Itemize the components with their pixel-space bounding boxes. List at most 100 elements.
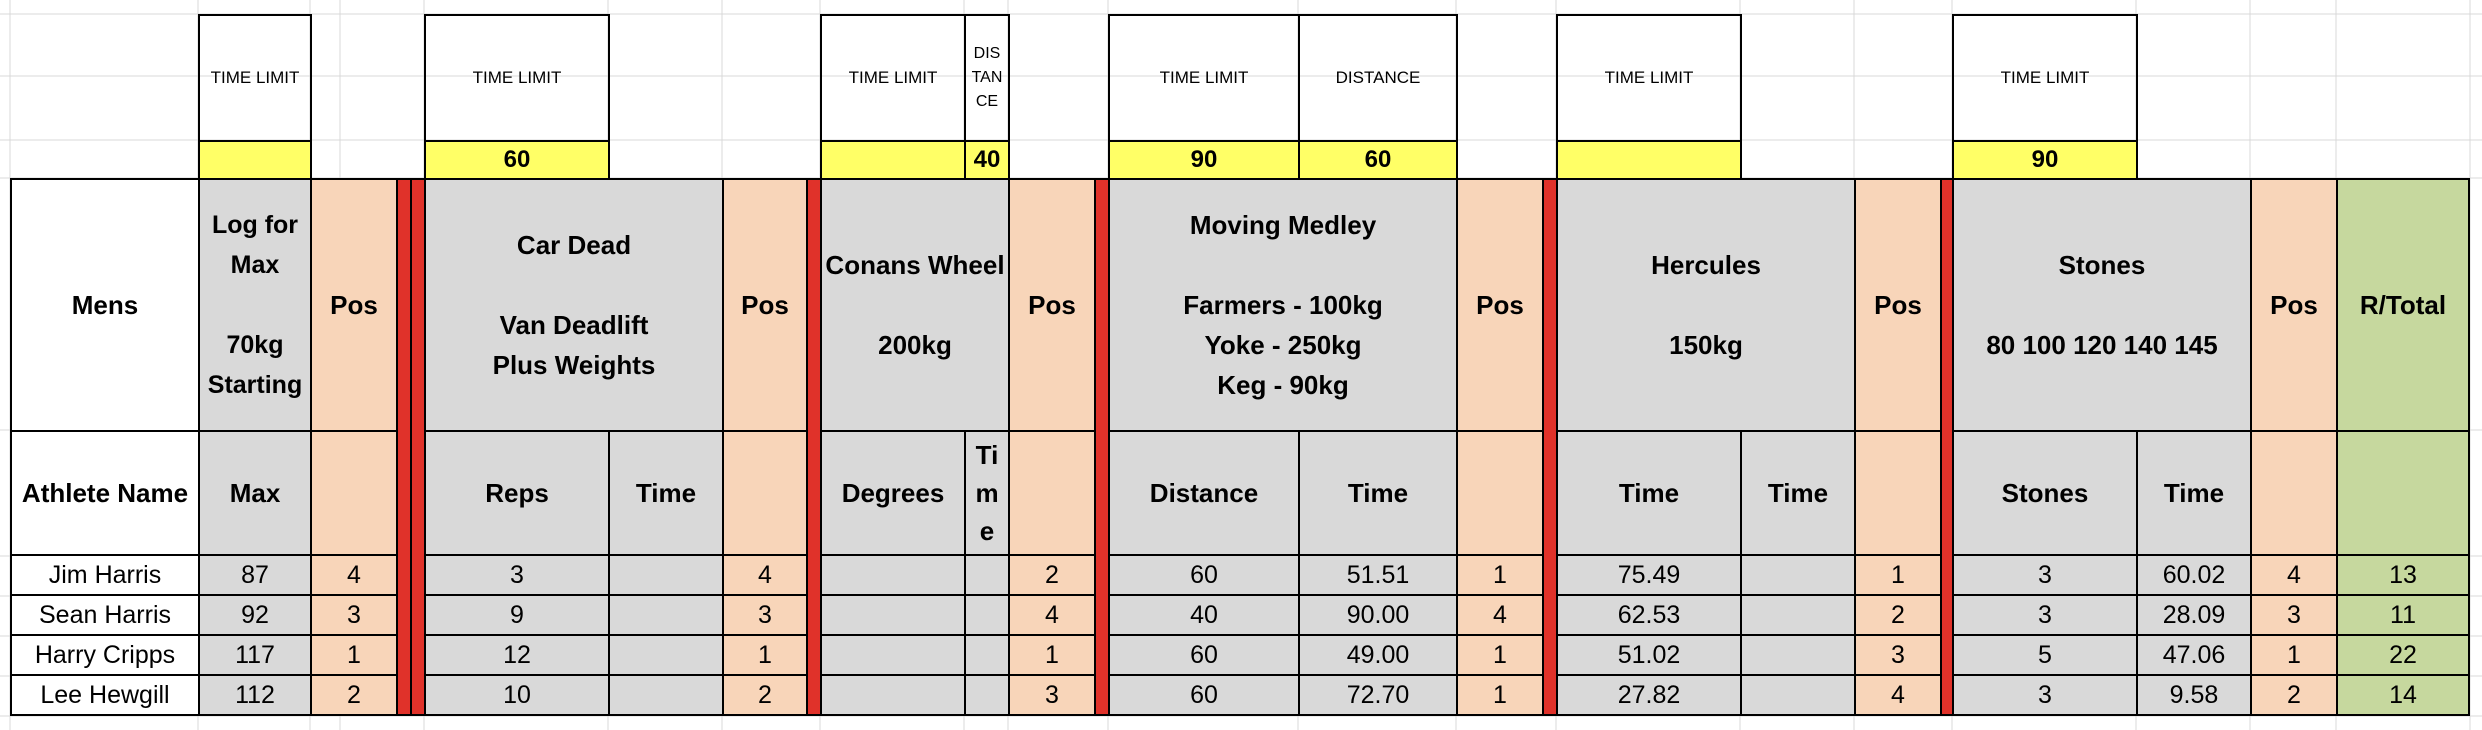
header-moving-medley: Moving Medley Farmers - 100kg Yoke - 250… bbox=[1108, 178, 1458, 432]
subheader-stones-pos bbox=[2250, 430, 2338, 556]
conans-pos-cell[interactable]: 1 bbox=[1008, 634, 1096, 676]
hercules-time-2-cell[interactable] bbox=[1740, 634, 1856, 676]
hercules-pos-cell[interactable]: 4 bbox=[1854, 674, 1942, 716]
subheader-hercules-time: Time bbox=[1556, 430, 1742, 556]
hercules-time-cell[interactable]: 51.02 bbox=[1556, 634, 1742, 676]
car-pos-cell[interactable]: 2 bbox=[722, 674, 808, 716]
medley-time-cell[interactable]: 72.70 bbox=[1298, 674, 1458, 716]
running-total-cell[interactable]: 22 bbox=[2336, 634, 2470, 676]
log-max-cell[interactable]: 87 bbox=[198, 554, 312, 596]
conans-degrees-cell[interactable] bbox=[820, 674, 966, 716]
hercules-time-cell[interactable]: 75.49 bbox=[1556, 554, 1742, 596]
log-pos-cell[interactable]: 1 bbox=[310, 634, 398, 676]
medley-distance-cell[interactable]: 60 bbox=[1108, 674, 1300, 716]
medley-pos-cell[interactable]: 4 bbox=[1456, 594, 1544, 636]
subheader-athlete-name: Athlete Name bbox=[10, 430, 200, 556]
conans-degrees-cell[interactable] bbox=[820, 634, 966, 676]
athlete-name-cell[interactable]: Jim Harris bbox=[10, 554, 200, 596]
header-hercules-pos: Pos bbox=[1854, 178, 1942, 432]
medley-distance-cell[interactable]: 60 bbox=[1108, 634, 1300, 676]
medley-distance-cell[interactable]: 60 bbox=[1108, 554, 1300, 596]
stones-pos-cell[interactable]: 1 bbox=[2250, 634, 2338, 676]
medley-pos-cell[interactable]: 1 bbox=[1456, 674, 1544, 716]
running-total-cell[interactable]: 13 bbox=[2336, 554, 2470, 596]
medley-pos-cell[interactable]: 1 bbox=[1456, 634, 1544, 676]
conans-time-limit-label: TIME LIMIT bbox=[820, 14, 966, 142]
athlete-name-cell[interactable]: Harry Cripps bbox=[10, 634, 200, 676]
car-reps-cell[interactable]: 10 bbox=[424, 674, 610, 716]
hercules-time-cell[interactable]: 27.82 bbox=[1556, 674, 1742, 716]
stones-time-cell[interactable]: 9.58 bbox=[2136, 674, 2252, 716]
hercules-pos-cell[interactable]: 2 bbox=[1854, 594, 1942, 636]
stones-pos-cell[interactable]: 3 bbox=[2250, 594, 2338, 636]
log-time-limit-label: TIME LIMIT bbox=[198, 14, 312, 142]
medley-time-cell[interactable]: 49.00 bbox=[1298, 634, 1458, 676]
stones-pos-cell[interactable]: 2 bbox=[2250, 674, 2338, 716]
log-max-cell[interactable]: 92 bbox=[198, 594, 312, 636]
conans-pos-cell[interactable]: 4 bbox=[1008, 594, 1096, 636]
conans-time-cell[interactable] bbox=[964, 594, 1010, 636]
hercules-time-2-cell[interactable] bbox=[1740, 674, 1856, 716]
conans-degrees-cell[interactable] bbox=[820, 554, 966, 596]
conans-pos-cell[interactable]: 2 bbox=[1008, 554, 1096, 596]
subheader-medley-pos bbox=[1456, 430, 1544, 556]
log-max-cell[interactable]: 112 bbox=[198, 674, 312, 716]
car-reps-cell[interactable]: 9 bbox=[424, 594, 610, 636]
stones-count-cell[interactable]: 3 bbox=[1952, 674, 2138, 716]
hercules-pos-cell[interactable]: 1 bbox=[1854, 554, 1942, 596]
stones-count-cell[interactable]: 5 bbox=[1952, 634, 2138, 676]
log-time-limit-value[interactable] bbox=[198, 140, 312, 180]
car-time-cell[interactable] bbox=[608, 674, 724, 716]
header-running-total: R/Total bbox=[2336, 178, 2470, 432]
hercules-time-limit-value[interactable] bbox=[1556, 140, 1742, 180]
medley-time-limit-value[interactable]: 90 bbox=[1108, 140, 1300, 180]
conans-distance-label: DIS TAN CE bbox=[964, 14, 1010, 142]
log-pos-cell[interactable]: 2 bbox=[310, 674, 398, 716]
conans-time-limit-value[interactable] bbox=[820, 140, 966, 180]
car-reps-cell[interactable]: 12 bbox=[424, 634, 610, 676]
hercules-time-2-cell[interactable] bbox=[1740, 554, 1856, 596]
car-pos-cell[interactable]: 3 bbox=[722, 594, 808, 636]
car-time-cell[interactable] bbox=[608, 634, 724, 676]
medley-pos-cell[interactable]: 1 bbox=[1456, 554, 1544, 596]
conans-distance-value[interactable]: 40 bbox=[964, 140, 1010, 180]
log-max-cell[interactable]: 117 bbox=[198, 634, 312, 676]
conans-time-cell[interactable] bbox=[964, 634, 1010, 676]
subheader-hercules-time-2: Time bbox=[1740, 430, 1856, 556]
conans-time-cell[interactable] bbox=[964, 554, 1010, 596]
car-time-cell[interactable] bbox=[608, 554, 724, 596]
athlete-name-cell[interactable]: Lee Hewgill bbox=[10, 674, 200, 716]
stones-count-cell[interactable]: 3 bbox=[1952, 594, 2138, 636]
car-dead-time-limit-value[interactable]: 60 bbox=[424, 140, 610, 180]
hercules-pos-cell[interactable]: 3 bbox=[1854, 634, 1942, 676]
conans-time-cell[interactable] bbox=[964, 674, 1010, 716]
hercules-time-cell[interactable]: 62.53 bbox=[1556, 594, 1742, 636]
medley-time-limit-label: TIME LIMIT bbox=[1108, 14, 1300, 142]
stones-time-limit-value[interactable]: 90 bbox=[1952, 140, 2138, 180]
header-mens: Mens bbox=[10, 178, 200, 432]
car-pos-cell[interactable]: 1 bbox=[722, 634, 808, 676]
medley-distance-cell[interactable]: 40 bbox=[1108, 594, 1300, 636]
log-pos-cell[interactable]: 4 bbox=[310, 554, 398, 596]
stones-count-cell[interactable]: 3 bbox=[1952, 554, 2138, 596]
stones-time-cell[interactable]: 28.09 bbox=[2136, 594, 2252, 636]
car-time-cell[interactable] bbox=[608, 594, 724, 636]
stones-time-cell[interactable]: 47.06 bbox=[2136, 634, 2252, 676]
car-reps-cell[interactable]: 3 bbox=[424, 554, 610, 596]
stones-time-cell[interactable]: 60.02 bbox=[2136, 554, 2252, 596]
medley-time-cell[interactable]: 90.00 bbox=[1298, 594, 1458, 636]
hercules-time-2-cell[interactable] bbox=[1740, 594, 1856, 636]
header-conans-pos: Pos bbox=[1008, 178, 1096, 432]
athlete-name-cell[interactable]: Sean Harris bbox=[10, 594, 200, 636]
subheader-conans-time: Ti m e bbox=[964, 430, 1010, 556]
conans-pos-cell[interactable]: 3 bbox=[1008, 674, 1096, 716]
stones-pos-cell[interactable]: 4 bbox=[2250, 554, 2338, 596]
medley-time-cell[interactable]: 51.51 bbox=[1298, 554, 1458, 596]
medley-distance-value[interactable]: 60 bbox=[1298, 140, 1458, 180]
running-total-cell[interactable]: 14 bbox=[2336, 674, 2470, 716]
conans-degrees-cell[interactable] bbox=[820, 594, 966, 636]
running-total-cell[interactable]: 11 bbox=[2336, 594, 2470, 636]
header-car-dead: Car Dead Van Deadlift Plus Weights bbox=[424, 178, 724, 432]
log-pos-cell[interactable]: 3 bbox=[310, 594, 398, 636]
car-pos-cell[interactable]: 4 bbox=[722, 554, 808, 596]
